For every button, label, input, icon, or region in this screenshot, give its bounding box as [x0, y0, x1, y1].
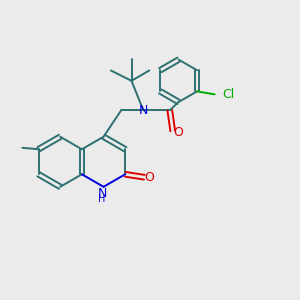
Text: Cl: Cl — [222, 88, 234, 101]
Text: O: O — [173, 126, 183, 139]
Text: H: H — [98, 194, 106, 204]
Text: N: N — [139, 104, 148, 117]
Text: O: O — [145, 171, 154, 184]
Text: N: N — [98, 187, 107, 200]
